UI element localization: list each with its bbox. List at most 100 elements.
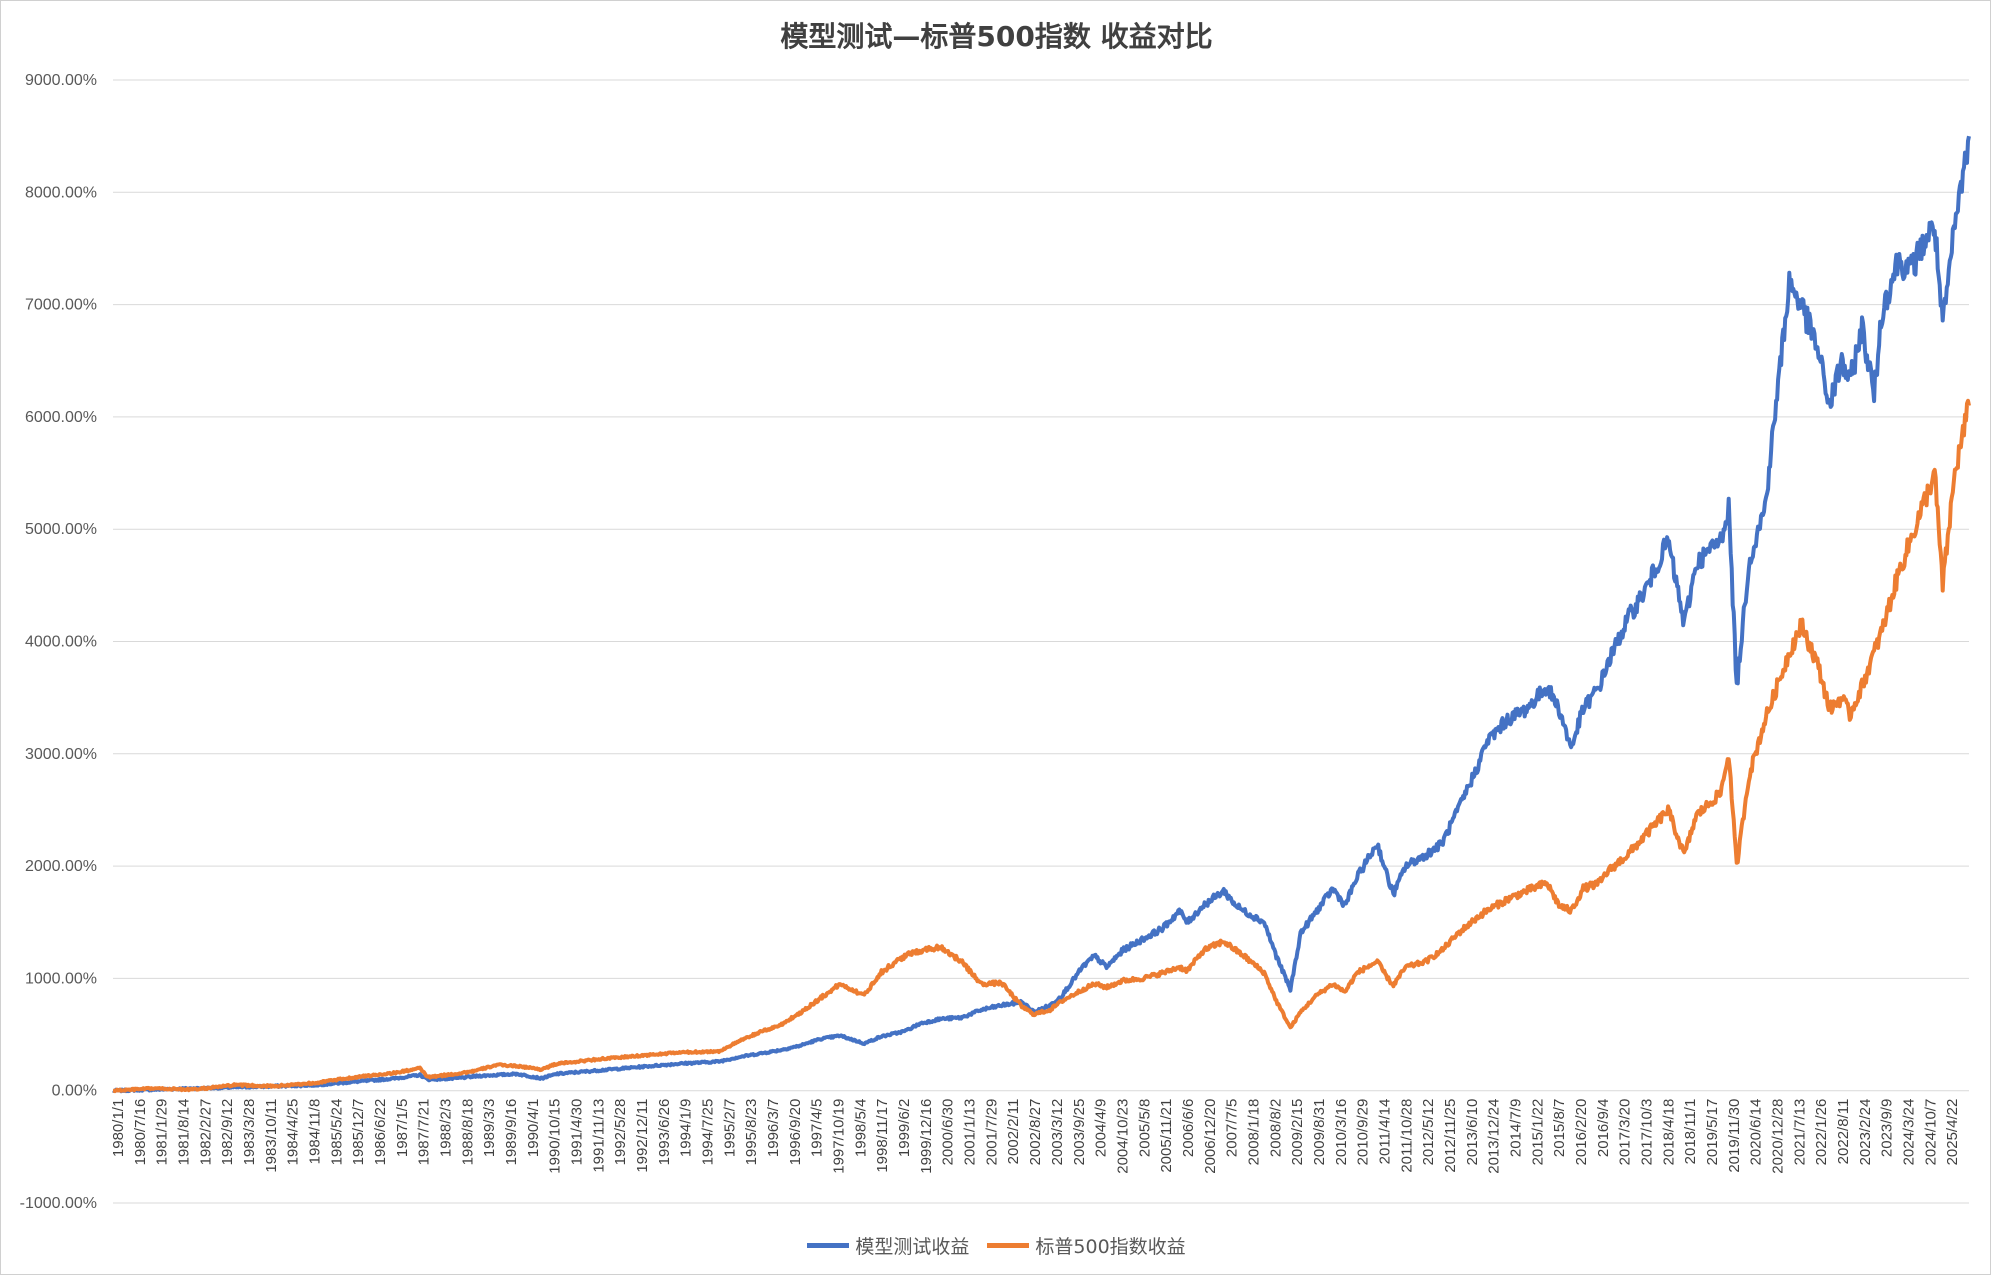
x-tick-label: 2021/7/13 <box>1791 1099 1808 1166</box>
y-tick-label: 7000.00% <box>25 297 97 314</box>
x-tick-label: 1989/9/16 <box>503 1099 520 1166</box>
x-tick-label: 1983/10/11 <box>263 1099 280 1173</box>
x-tick-label: 1988/8/18 <box>459 1099 476 1166</box>
x-tick-label: 2016/2/20 <box>1573 1099 1590 1166</box>
x-tick-label: 1985/5/24 <box>328 1099 345 1166</box>
x-tick-label: 1997/4/5 <box>809 1099 826 1157</box>
x-tick-label: 2023/2/24 <box>1857 1099 1874 1166</box>
x-tick-label: 2019/5/17 <box>1704 1099 1721 1166</box>
x-tick-label: 2001/1/13 <box>962 1099 979 1166</box>
x-tick-label: 2004/10/23 <box>1114 1099 1131 1174</box>
x-tick-label: 2003/9/25 <box>1071 1099 1088 1166</box>
x-tick-label: 2001/7/29 <box>983 1099 1000 1166</box>
x-tick-label: 2006/12/20 <box>1202 1099 1219 1174</box>
x-tick-label: 1993/6/26 <box>656 1099 673 1166</box>
x-tick-label: 2011/4/14 <box>1376 1099 1393 1165</box>
x-tick-label: 1981/1/29 <box>154 1099 171 1166</box>
y-tick-label: 2000.00% <box>25 858 97 875</box>
x-tick-label: 1990/10/15 <box>547 1099 564 1174</box>
x-tick-label: 2009/2/15 <box>1289 1099 1306 1166</box>
x-tick-label: 2014/7/9 <box>1507 1099 1524 1157</box>
x-tick-label: 2002/8/27 <box>1027 1099 1044 1166</box>
x-tick-label: 2003/3/12 <box>1049 1099 1066 1166</box>
y-tick-label: 0.00% <box>52 1083 97 1100</box>
x-tick-label: 1987/7/21 <box>416 1099 433 1166</box>
x-tick-label: 1984/4/25 <box>285 1099 302 1166</box>
x-tick-label: 1996/3/7 <box>765 1099 782 1157</box>
y-tick-label: 1000.00% <box>25 970 97 987</box>
x-tick-label: 2004/4/9 <box>1093 1099 1110 1157</box>
legend-item-sp500: 标普500指数收益 <box>987 1232 1186 1259</box>
x-tick-label: 1997/10/19 <box>831 1099 848 1174</box>
legend: 模型测试收益 标普500指数收益 <box>1 1231 1991 1259</box>
x-tick-label: 1998/11/17 <box>874 1099 891 1173</box>
x-tick-label: 1999/12/16 <box>918 1099 935 1174</box>
x-tick-label: 2020/6/14 <box>1748 1099 1765 1166</box>
x-tick-label: 1985/12/7 <box>350 1099 367 1166</box>
legend-item-model: 模型测试收益 <box>807 1232 969 1259</box>
x-tick-label: 1992/12/11 <box>634 1099 651 1173</box>
y-tick-label: 6000.00% <box>25 409 97 426</box>
x-tick-label: 2020/12/28 <box>1769 1099 1786 1174</box>
x-tick-label: 2016/9/4 <box>1595 1099 1612 1157</box>
y-tick-label: 8000.00% <box>25 184 97 201</box>
y-tick-label: -1000.00% <box>20 1195 97 1212</box>
x-tick-label: 1989/3/3 <box>481 1099 498 1157</box>
legend-label-sp500: 标普500指数收益 <box>1035 1236 1186 1258</box>
series-line-sp500 <box>112 398 1971 1094</box>
x-tick-label: 2017/3/20 <box>1617 1099 1634 1166</box>
x-tick-label: 1995/2/7 <box>721 1099 738 1157</box>
x-tick-label: 1988/2/3 <box>438 1099 455 1157</box>
x-tick-label: 2008/1/18 <box>1245 1099 1262 1166</box>
chart-title: 模型测试—标普500指数 收益对比 <box>780 20 1213 53</box>
x-tick-label: 2018/4/18 <box>1660 1099 1677 1166</box>
x-tick-label: 2012/5/12 <box>1420 1099 1437 1166</box>
x-tick-label: 2015/8/7 <box>1551 1099 1568 1157</box>
x-tick-label: 1998/5/4 <box>852 1099 869 1157</box>
x-tick-label: 2013/12/24 <box>1486 1099 1503 1174</box>
x-tick-label: 1992/5/28 <box>612 1099 629 1166</box>
x-tick-label: 1999/6/2 <box>896 1099 913 1157</box>
y-tick-label: 3000.00% <box>25 746 97 763</box>
legend-swatch-sp500 <box>987 1243 1030 1248</box>
x-tick-label: 2007/7/5 <box>1224 1099 1241 1157</box>
x-tick-label: 2006/6/6 <box>1180 1099 1197 1157</box>
x-tick-label: 1994/1/9 <box>678 1099 695 1157</box>
x-tick-label: 2005/11/21 <box>1158 1099 1175 1173</box>
x-tick-label: 2023/9/9 <box>1879 1099 1896 1157</box>
x-tick-label: 1980/7/16 <box>132 1099 149 1166</box>
series-line-model <box>112 135 1971 1094</box>
x-tick-label: 1996/9/20 <box>787 1099 804 1166</box>
x-tick-label: 2015/1/22 <box>1529 1099 1546 1166</box>
x-tick-label: 2019/11/30 <box>1726 1099 1743 1173</box>
x-tick-label: 2009/8/31 <box>1311 1099 1328 1166</box>
x-tick-label: 1980/1/1 <box>110 1099 127 1157</box>
x-tick-label: 1981/8/14 <box>176 1099 193 1166</box>
x-tick-label: 2022/8/11 <box>1835 1099 1852 1165</box>
x-tick-label: 2012/11/25 <box>1442 1099 1459 1173</box>
x-tick-label: 2024/10/7 <box>1922 1099 1939 1166</box>
x-tick-label: 1994/7/25 <box>700 1099 717 1166</box>
x-tick-label: 2024/3/24 <box>1900 1099 1917 1166</box>
x-tick-label: 2018/11/1 <box>1682 1099 1699 1165</box>
x-tick-label: 2000/6/30 <box>940 1099 957 1166</box>
x-tick-label: 1986/6/22 <box>372 1099 389 1166</box>
x-tick-label: 2013/6/10 <box>1464 1099 1481 1166</box>
x-tick-label: 1984/11/8 <box>307 1099 324 1165</box>
legend-label-model: 模型测试收益 <box>855 1236 970 1258</box>
x-tick-label: 2005/5/8 <box>1136 1099 1153 1157</box>
x-tick-label: 1991/4/30 <box>569 1099 586 1166</box>
x-tick-label: 1982/2/27 <box>197 1099 214 1166</box>
x-tick-label: 2025/4/22 <box>1944 1099 1961 1166</box>
x-tick-label: 2022/1/26 <box>1813 1099 1830 1166</box>
x-tick-label: 2010/3/16 <box>1333 1099 1350 1166</box>
legend-swatch-model <box>807 1243 850 1248</box>
y-tick-label: 4000.00% <box>25 634 97 651</box>
x-tick-label: 2002/2/11 <box>1005 1099 1022 1165</box>
x-tick-label: 1990/4/1 <box>525 1099 542 1157</box>
x-tick-label: 1987/1/5 <box>394 1099 411 1157</box>
x-tick-label: 1982/9/12 <box>219 1099 236 1166</box>
y-tick-label: 5000.00% <box>25 521 97 538</box>
